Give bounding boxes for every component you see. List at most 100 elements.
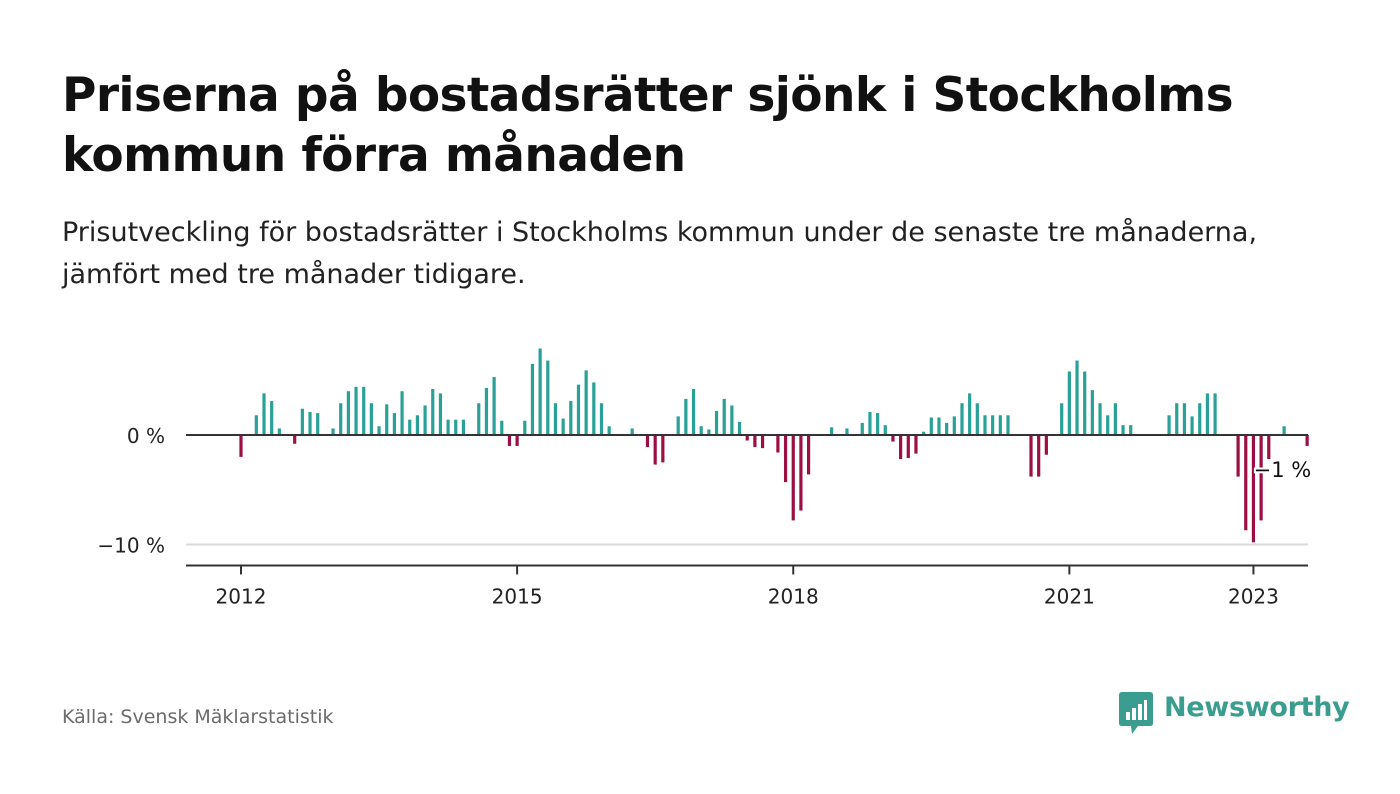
bar: [1213, 393, 1217, 435]
bar: [454, 419, 458, 435]
bar: [308, 412, 312, 435]
bar: [400, 391, 404, 435]
bar: [876, 413, 880, 435]
bar: [753, 435, 757, 448]
bar: [630, 428, 634, 435]
bar: [438, 393, 443, 435]
bar: [484, 387, 489, 435]
bar: [899, 435, 903, 460]
bar: [239, 435, 243, 457]
bar: [599, 403, 604, 435]
bar: [952, 416, 956, 435]
bar: [1037, 435, 1041, 477]
bar: [799, 435, 803, 511]
bar: [515, 435, 519, 446]
bar: [300, 408, 304, 435]
label-layer: 0 % −10 % 2012 2015 2018 2021 2023 −1 %: [97, 424, 1313, 608]
axis-layer: [186, 434, 1308, 575]
bar: [1129, 425, 1133, 435]
bar-chart: 0 % −10 % 2012 2015 2018 2021 2023 −1 %: [97, 348, 1313, 608]
chart-title: Priserna på bostadsrätter sjönk i Stockh…: [62, 68, 1234, 183]
bar: [883, 425, 887, 435]
bar: [691, 389, 696, 435]
bar: [1205, 393, 1210, 435]
bar: [783, 435, 788, 483]
bar: [714, 410, 719, 435]
bars-layer: [239, 348, 1309, 543]
x-tick-label: 2015: [492, 584, 543, 608]
bar: [806, 435, 811, 475]
bar: [914, 435, 918, 454]
bar: [1060, 403, 1064, 435]
bar: [645, 435, 650, 448]
bar: [523, 420, 527, 435]
bar: [546, 360, 550, 435]
bar: [975, 403, 979, 435]
bar: [446, 419, 450, 435]
bar: [684, 398, 688, 435]
bar: [377, 426, 381, 435]
bar: [1282, 426, 1286, 435]
brand-logo[interactable]: Newsworthy: [1118, 690, 1350, 736]
x-tick-label: 2023: [1228, 584, 1279, 608]
bar: [339, 403, 343, 435]
bar: [737, 421, 742, 435]
bar: [561, 418, 565, 435]
bar: [937, 417, 941, 435]
bar: [354, 386, 358, 435]
bar: [868, 412, 872, 435]
bar: [492, 376, 496, 435]
bar: [661, 435, 665, 463]
bar: [1244, 435, 1248, 531]
y-tick-label: −10 %: [97, 534, 165, 558]
bar: [431, 389, 435, 435]
bar: [1106, 415, 1110, 435]
bar: [991, 415, 995, 435]
bar: [423, 405, 427, 435]
bar: [1044, 435, 1048, 455]
bar: [1098, 403, 1102, 435]
bar: [385, 404, 389, 435]
bar: [277, 428, 281, 435]
x-tick-label: 2021: [1044, 584, 1095, 608]
bar: [607, 426, 611, 435]
bar: [968, 393, 972, 435]
bar: [346, 391, 350, 435]
bar: [1267, 435, 1271, 460]
bar: [1182, 403, 1187, 435]
x-tick-label: 2012: [216, 584, 267, 608]
bar: [1251, 435, 1256, 543]
bar: [1029, 435, 1033, 477]
bar: [408, 419, 412, 435]
y-tick-label: 0 %: [127, 424, 165, 448]
bar: [507, 435, 512, 446]
bar: [1067, 371, 1071, 435]
bar: [983, 415, 987, 435]
bar: [477, 403, 481, 435]
bar: [891, 435, 895, 442]
bar: [791, 435, 795, 521]
bar: [676, 416, 680, 435]
bar: [829, 427, 834, 435]
bar: [653, 435, 657, 465]
bar: [461, 419, 466, 435]
bar: [1305, 435, 1309, 446]
bar: [331, 428, 335, 435]
bar: [592, 382, 596, 435]
newsworthy-logo-icon: [1118, 690, 1154, 740]
bar: [776, 435, 780, 453]
bar: [929, 417, 933, 435]
chart-subtitle: Prisutveckling för bostadsrätter i Stock…: [62, 217, 1258, 290]
latest-value-label: −1 %: [1254, 458, 1312, 482]
brand-name: Newsworthy: [1164, 692, 1350, 723]
bar: [270, 401, 274, 435]
bar: [707, 429, 711, 435]
bar: [1259, 435, 1263, 521]
bar: [569, 401, 573, 435]
bar: [1198, 403, 1202, 435]
bar: [415, 415, 420, 435]
bar: [760, 435, 765, 449]
bar: [254, 415, 258, 435]
bar: [1090, 390, 1094, 435]
bar: [1121, 425, 1125, 435]
